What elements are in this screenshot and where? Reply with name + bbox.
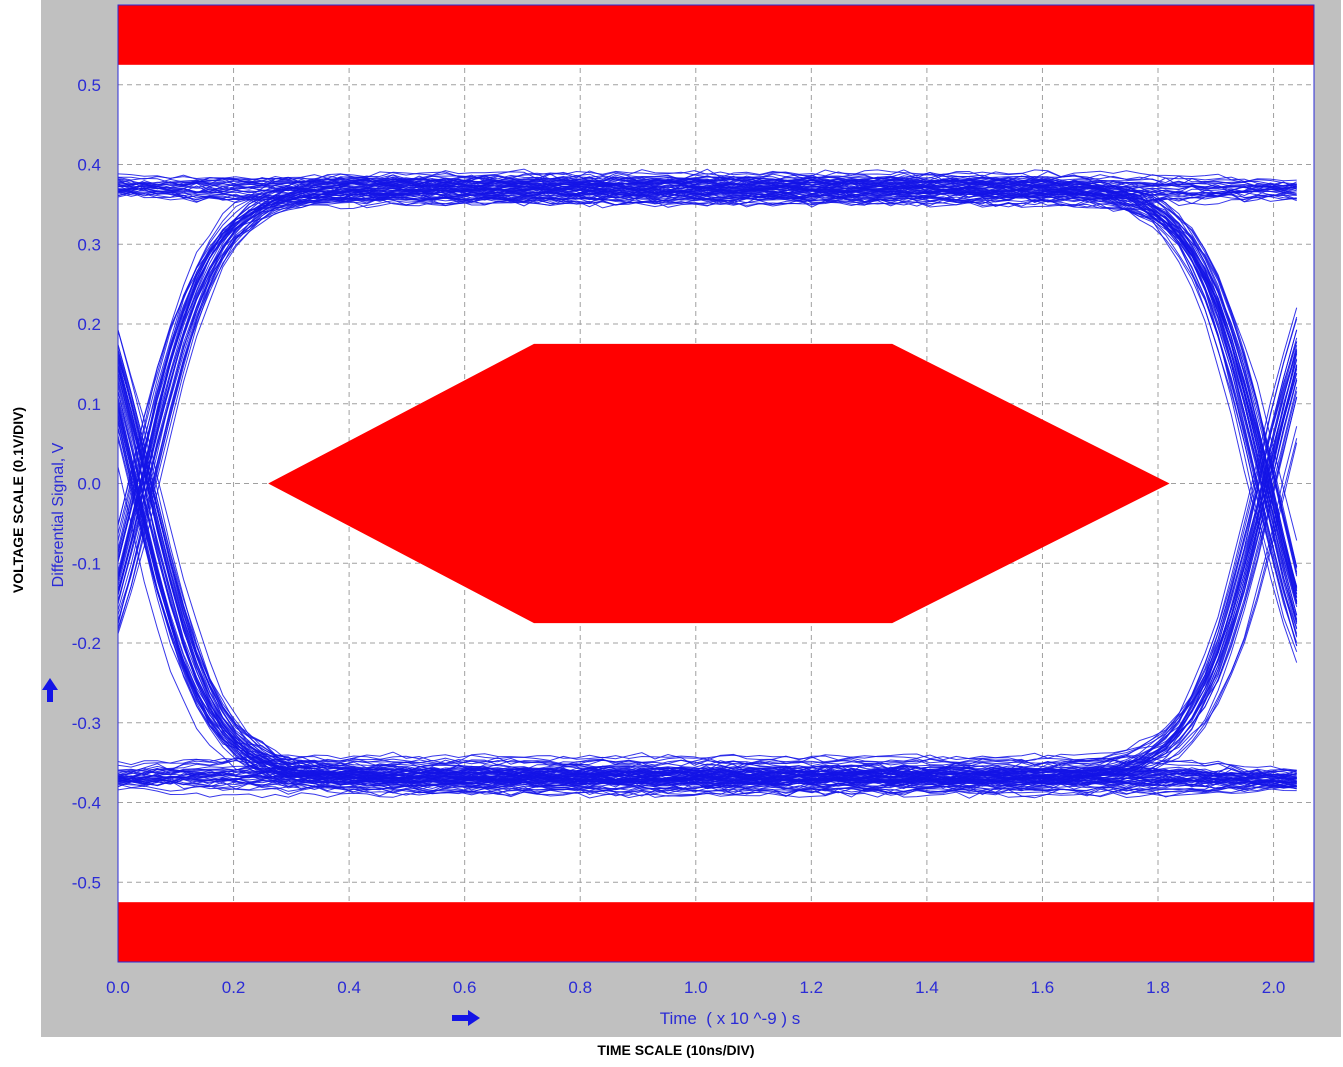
signal-trace xyxy=(117,756,1297,777)
x-tick-label: 1.8 xyxy=(1146,978,1170,997)
mask-regions xyxy=(118,5,1314,962)
x-tick-label: 1.4 xyxy=(915,978,939,997)
signal-trace xyxy=(117,364,1298,768)
signal-trace xyxy=(117,409,1297,779)
signal-trace xyxy=(117,182,1297,193)
voltage-scale-label: VOLTAGE SCALE (0.1V/DIV) xyxy=(10,406,26,594)
signal-trace xyxy=(117,379,1297,784)
plot-frame: 0.5 0.4 0.3 0.2 0.1 0.0 -0.1 -0.2 -0.3 -0.4 -0.5 0… xyxy=(41,0,1341,1037)
x-tick-label: 1.2 xyxy=(800,978,824,997)
y-tick-label: -0.2 xyxy=(72,634,101,653)
signal-trace xyxy=(117,176,1298,569)
y-tick-label: 0.2 xyxy=(77,315,101,334)
y-tick-label: 0.3 xyxy=(77,235,101,254)
signal-trace xyxy=(117,192,1297,624)
plot-border xyxy=(117,4,1315,963)
y-tick-label: 0.1 xyxy=(77,395,101,414)
x-tick-label: 0.8 xyxy=(568,978,592,997)
signal-trace xyxy=(117,787,1297,799)
eye-diagram-chart: 0.5 0.4 0.3 0.2 0.1 0.0 -0.1 -0.2 -0.3 -0.4 -0.5 0… xyxy=(42,4,1315,1028)
y-tick-label: -0.4 xyxy=(72,794,101,813)
signal-trace xyxy=(117,776,1297,787)
y-tick-label: 0.4 xyxy=(77,156,101,175)
signal-trace xyxy=(117,330,1297,788)
x-tick-label: 2.0 xyxy=(1262,978,1286,997)
signal-traces xyxy=(117,168,1298,799)
signal-trace xyxy=(117,199,1298,576)
x-tick-label: 0.6 xyxy=(453,978,477,997)
signal-trace xyxy=(117,414,1297,786)
x-tick-label: 1.0 xyxy=(684,978,708,997)
signal-trace xyxy=(117,366,1298,781)
y-tick-label: 0.0 xyxy=(77,475,101,494)
x-tick-label: 1.6 xyxy=(1031,978,1055,997)
signal-trace xyxy=(117,186,1298,604)
signal-trace xyxy=(117,391,1298,776)
y-tick-label: -0.1 xyxy=(72,554,101,573)
center-mask-hexagon xyxy=(268,343,1170,624)
x-axis-label: Time ( x 10 ^-9 ) s xyxy=(660,1009,801,1028)
y-tick-label: -0.3 xyxy=(72,714,101,733)
signal-trace xyxy=(117,185,1297,634)
signal-trace xyxy=(117,365,1298,782)
signal-trace xyxy=(117,353,1297,785)
x-tick-label: 0.4 xyxy=(337,978,361,997)
signal-trace xyxy=(117,183,1297,595)
top-mask-band xyxy=(118,5,1314,65)
y-axis-label: Differential Signal, V xyxy=(50,442,67,587)
x-tick-labels: 0.0 0.2 0.4 0.6 0.8 1.0 1.2 1.4 1.6 1.8 2.0 xyxy=(106,978,1285,997)
x-tick-label: 0.2 xyxy=(222,978,246,997)
signal-trace xyxy=(117,192,1298,602)
y-tick-label: 0.5 xyxy=(77,76,101,95)
signal-trace xyxy=(117,435,1297,782)
arrow-up-icon xyxy=(42,678,58,702)
signal-trace xyxy=(117,776,1297,788)
arrow-right-icon xyxy=(452,1010,480,1026)
signal-trace xyxy=(117,178,1297,209)
y-tick-label: -0.5 xyxy=(72,873,101,892)
time-scale-label: TIME SCALE (10ns/DIV) xyxy=(597,1042,755,1058)
y-tick-labels: 0.5 0.4 0.3 0.2 0.1 0.0 -0.1 -0.2 -0.3 -0.4 -0.5 xyxy=(72,76,101,893)
signal-trace xyxy=(117,191,1298,589)
signal-trace xyxy=(117,183,1297,577)
signal-trace xyxy=(117,364,1298,767)
x-tick-label: 0.0 xyxy=(106,978,130,997)
signal-trace xyxy=(117,365,1297,797)
signal-trace xyxy=(117,783,1297,795)
bottom-mask-band xyxy=(118,902,1314,962)
